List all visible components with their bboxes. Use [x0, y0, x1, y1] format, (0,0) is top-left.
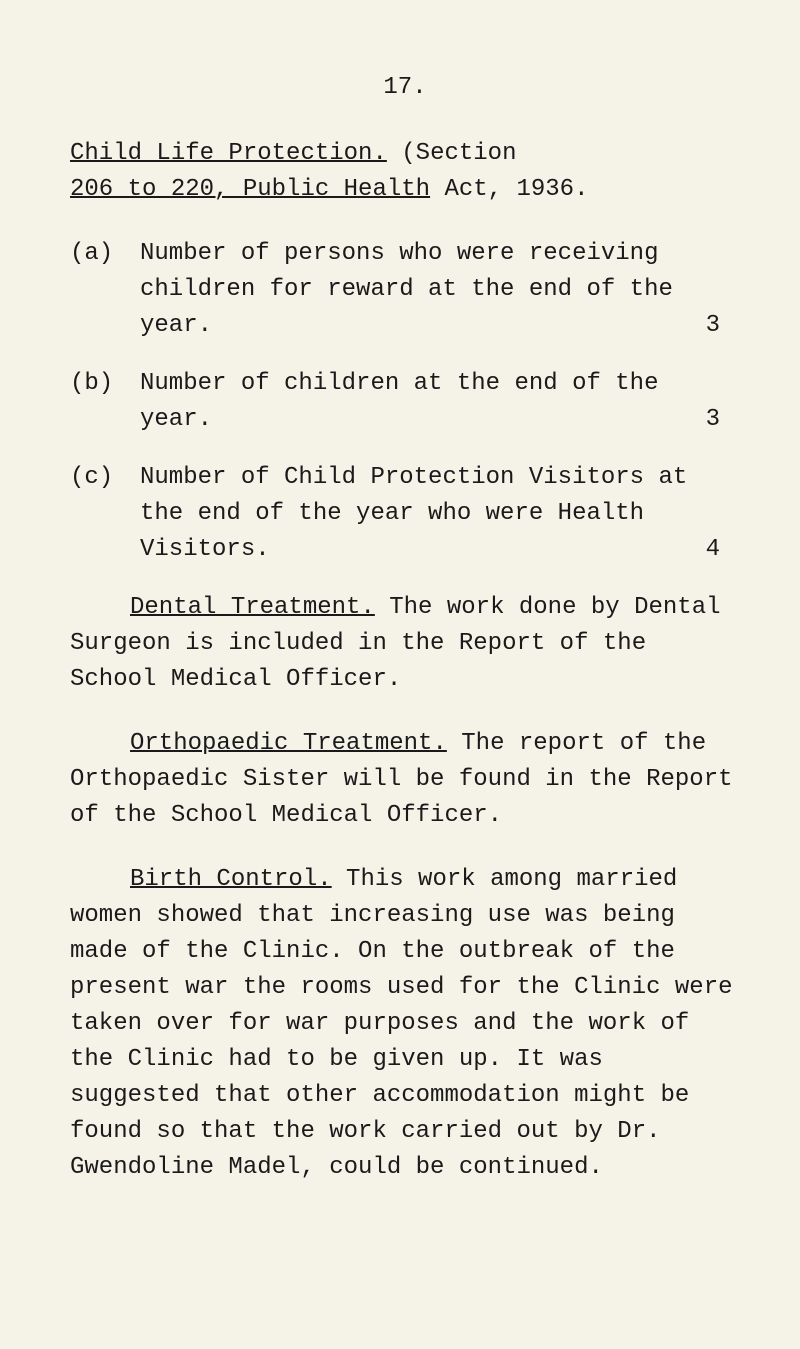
list-item-a: (a) Number of persons who were receiving… — [70, 236, 740, 344]
birth-paragraph: Birth Control. This work among married w… — [70, 862, 740, 1186]
list-content-a: Number of persons who were receiving chi… — [140, 236, 740, 344]
header-line2-rest: Act, 1936. — [430, 176, 588, 203]
header-line2-underlined: 206 to 220, Public Health — [70, 176, 430, 203]
list-label-c: (c) — [70, 460, 140, 568]
ortho-paragraph: Orthopaedic Treatment. The report of the… — [70, 726, 740, 834]
list-content-b: Number of children at the end of the yea… — [140, 366, 740, 438]
list-value-a: 3 — [706, 308, 720, 344]
list-content-c: Number of Child Protection Visitors at t… — [140, 460, 740, 568]
list-label-b: (b) — [70, 366, 140, 438]
list-text-c: Number of Child Protection Visitors at t… — [140, 464, 687, 563]
header-title-rest: (Section — [387, 140, 517, 167]
section-header: Child Life Protection. (Section 206 to 2… — [70, 136, 740, 208]
list-text-b: Number of children at the end of the yea… — [140, 370, 658, 433]
list-value-b: 3 — [706, 402, 720, 438]
dental-title: Dental Treatment. — [130, 594, 375, 621]
list-item-c: (c) Number of Child Protection Visitors … — [70, 460, 740, 568]
header-title-underlined: Child Life Protection. — [70, 140, 387, 167]
birth-text: This work among married women showed tha… — [70, 866, 733, 1181]
list-item-b: (b) Number of children at the end of the… — [70, 366, 740, 438]
list-value-c: 4 — [706, 532, 720, 568]
dental-paragraph: Dental Treatment. The work done by Denta… — [70, 590, 740, 698]
ortho-title: Orthopaedic Treatment. — [130, 730, 447, 757]
birth-title: Birth Control. — [130, 866, 332, 893]
page-number: 17. — [70, 70, 740, 106]
list-label-a: (a) — [70, 236, 140, 344]
list-text-a: Number of persons who were receiving chi… — [140, 240, 673, 339]
